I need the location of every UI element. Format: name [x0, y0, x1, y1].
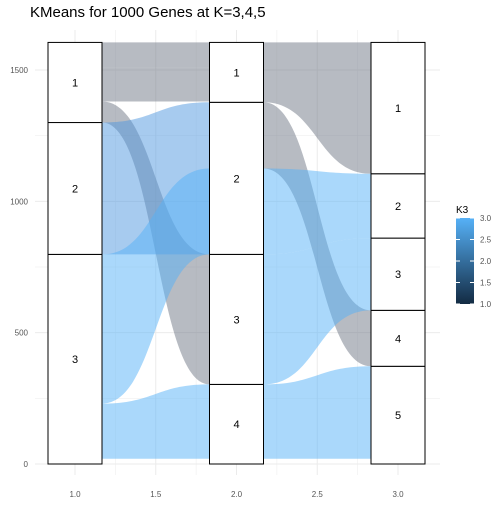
flow-layer: [102, 42, 371, 459]
y-tick-label: 0: [24, 460, 29, 469]
stratum-box-axis2-4: [209, 383, 264, 465]
stratum-label-axis3-5: 5: [395, 410, 401, 422]
flow-10: [263, 238, 371, 385]
stratum-label-axis3-4: 4: [395, 333, 401, 345]
legend-tick-label: 3.0: [480, 214, 492, 223]
stratum-label-axis1-3: 3: [72, 354, 78, 366]
x-tick-label: 2.0: [231, 490, 243, 499]
x-tick-label: 2.5: [312, 490, 324, 499]
flow-11: [263, 366, 371, 459]
stratum-label-axis2-2: 2: [233, 173, 239, 185]
stratum-box-axis1-3: [47, 253, 103, 465]
stratum-box-axis2-1: [209, 41, 264, 103]
stratum-box-axis1-2: [47, 122, 103, 255]
stratum-box-axis2-3: [209, 253, 264, 385]
stratum-label-axis3-2: 2: [395, 201, 401, 213]
stratum-label-axis1-1: 1: [72, 77, 78, 89]
stratum-label-axis2-4: 4: [233, 419, 239, 431]
flow-2: [102, 67, 210, 102]
stratum-label-axis3-3: 3: [395, 269, 401, 281]
legend-tick-label: 1.0: [480, 300, 492, 309]
y-tick-label: 1500: [10, 66, 28, 75]
stratum-label-axis1-2: 2: [72, 183, 78, 195]
legend-tick-label: 1.5: [480, 279, 492, 288]
chart-title: KMeans for 1000 Genes at K=3,4,5: [30, 4, 266, 21]
legend-title: K3: [456, 205, 469, 216]
legend: K3 1.0 1.5 2.0 2.5 3.0: [456, 205, 492, 309]
axis-layer: 1.0 1.5 2.0 2.5 3.0 0 500 1000 1500: [10, 66, 404, 499]
legend-tick-label: 2.5: [480, 236, 492, 245]
y-tick-label: 1000: [10, 197, 28, 206]
stratum-box-axis1-1: [47, 41, 103, 124]
stratum-label-axis2-1: 1: [233, 67, 239, 79]
stratum-label-axis2-3: 3: [233, 314, 239, 326]
stratum-box-axis3-5: [370, 365, 426, 465]
legend-colorbar: [456, 218, 474, 304]
x-tick-label: 1.5: [150, 490, 162, 499]
stratum-layer: 3 2 1 4 3 2 1 5 4 3 2 1: [47, 41, 426, 465]
stratum-box-axis3-2: [370, 173, 426, 239]
x-tick-label: 1.0: [69, 490, 81, 499]
stratum-box-axis2-2: [209, 101, 264, 255]
stratum-box-axis3-3: [370, 237, 426, 311]
flow-5: [102, 168, 210, 404]
stratum-box-axis3-1: [370, 41, 426, 175]
stratum-label-axis3-1: 1: [395, 103, 401, 115]
flow-9: [263, 168, 371, 255]
legend-tick-label: 2.0: [480, 257, 492, 266]
legend-ticks: 1.0 1.5 2.0 2.5 3.0: [456, 214, 492, 309]
flow-6: [102, 384, 210, 459]
x-tick-label: 3.0: [392, 490, 404, 499]
flow-7: [263, 42, 371, 174]
flow-1: [102, 42, 210, 68]
y-tick-label: 500: [15, 329, 29, 338]
